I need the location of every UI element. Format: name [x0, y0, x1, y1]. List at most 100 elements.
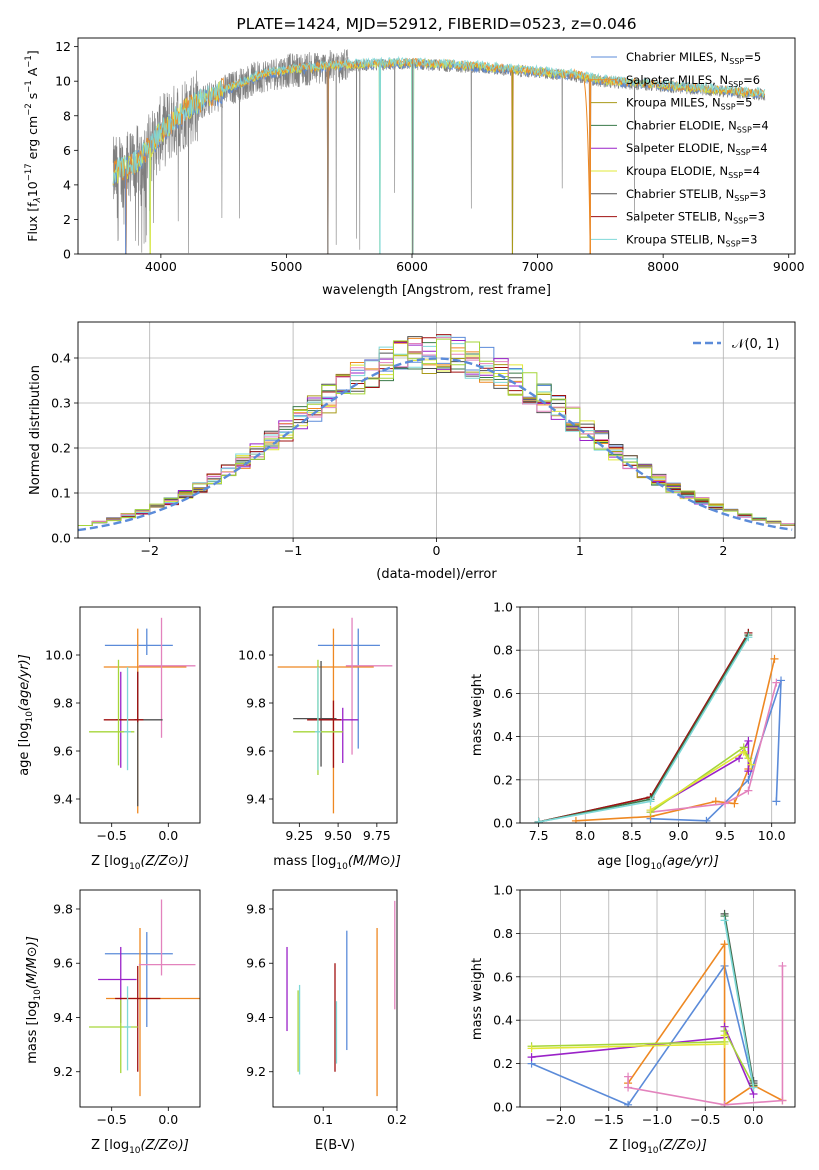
axes-frame	[79, 606, 201, 824]
model-cutoff-line	[582, 75, 591, 254]
errorbar-point	[293, 661, 337, 767]
x-tick-label: −0.5	[97, 1112, 127, 1127]
data-point-marker	[720, 916, 729, 925]
x-tick-label: −0.5	[690, 1112, 720, 1127]
series-line	[720, 916, 758, 1092]
errorbar-point	[103, 671, 144, 723]
series-path	[531, 964, 755, 1106]
series-line	[527, 1031, 729, 1053]
y-tick-label: 0.2	[493, 772, 513, 787]
legend-entry: Kroupa ELODIE, NSSP=4	[626, 164, 760, 180]
errorbar-point	[124, 986, 131, 1071]
y-tick-label: 0.8	[493, 926, 513, 941]
series-line	[646, 747, 756, 815]
x-tick-label: 0.2	[387, 1112, 407, 1127]
x-tick-label: 8.5	[622, 828, 642, 843]
y-tick-label: 9.4	[246, 792, 266, 807]
legend-entry: Salpeter ELODIE, NSSP=4	[626, 141, 768, 157]
series-line	[527, 1027, 758, 1090]
data-point-marker	[777, 676, 786, 685]
y-axis-label: Normed distribution	[28, 365, 43, 495]
y-tick-label: 2	[63, 212, 71, 227]
x-tick-label: 0.1	[313, 1112, 333, 1127]
data-point-marker	[744, 767, 753, 776]
y-tick-label: 10.0	[45, 648, 73, 663]
x-tick-label: 0.0	[744, 1112, 764, 1127]
normal-curve-line	[78, 357, 793, 532]
x-tick-label: −1.0	[642, 1112, 672, 1127]
axes-frame	[272, 889, 398, 1108]
x-tick-label: 6000	[396, 259, 428, 274]
y-tick-label: 9.6	[246, 744, 266, 759]
x-tick-label: 9.5	[715, 828, 735, 843]
y-tick-label: 10	[55, 74, 71, 89]
y-axis-label: mass weight	[470, 958, 485, 1040]
legend: Chabrier MILES, NSSP=5 Salpeter MILES, NS…	[591, 50, 769, 248]
axes-frame	[272, 606, 398, 824]
errorbar-point	[103, 628, 187, 814]
data-point-marker	[721, 799, 730, 808]
legend-entry: 𝒩(0, 1)	[732, 337, 779, 352]
x-tick-label: 9.50	[324, 828, 352, 843]
y-tick-label: 9.2	[246, 1064, 266, 1079]
y-tick-label: 1.0	[493, 883, 513, 898]
y-tick-label: 9.8	[246, 696, 266, 711]
series-line	[534, 628, 753, 823]
series-line	[527, 1022, 758, 1098]
y-tick-label: 9.6	[53, 956, 73, 971]
y-tick-label: 8	[63, 108, 71, 123]
data-point-marker	[770, 654, 779, 663]
x-tick-label: 4000	[145, 259, 177, 274]
axes-residuals: −2 −1 0 1 2 0.0 0.1 0.2 0.3 0.4	[51, 321, 796, 558]
plot-area	[89, 899, 200, 1097]
y-tick-label: 9.2	[53, 1064, 73, 1079]
x-tick-label: 0	[433, 543, 441, 558]
histogram-step-line	[78, 350, 795, 527]
x-tick-label: −1	[284, 543, 302, 558]
chart-title: PLATE=1424, MJD=52912, FIBERID=0523, z=0…	[236, 15, 636, 33]
data-point-marker	[720, 1031, 729, 1040]
y-tick-label: 0.0	[51, 531, 71, 546]
y-tick-label: 9.6	[53, 744, 73, 759]
y-tick-label: 0.8	[493, 643, 513, 658]
y-tick-label: 1.0	[493, 600, 513, 615]
x-tick-label: 5000	[271, 259, 303, 274]
data-point-marker	[646, 797, 655, 806]
axes-frame	[519, 606, 796, 824]
axes-mass_weight_vs_Z: −2.0 −1.5 −1.0 −0.5 0.0 0.0 0.2 0.4 0.6 0.8 1.0	[493, 883, 796, 1127]
axes-frame	[519, 889, 796, 1108]
data-point-marker	[646, 806, 655, 815]
errorbar-point	[277, 628, 374, 814]
series-line	[534, 631, 753, 823]
errorbar-point	[345, 617, 393, 755]
axes-mass_vs_EBV: 0.1 0.2 9.2 9.4 9.6 9.8	[246, 889, 407, 1127]
data-point-marker	[624, 1083, 633, 1092]
errorbar-point	[104, 628, 173, 655]
y-tick-label: 0.4	[51, 351, 71, 366]
data-point-marker	[527, 1044, 536, 1053]
errorbar-point	[89, 999, 138, 1074]
axes-mass_weight_vs_age: 7.5 8.0 8.5 9.0 9.5 10.0 0.0 0.2 0.4 0.6 0.8 1.0	[493, 600, 796, 843]
x-axis-label: wavelength [Angstrom, rest frame]	[322, 283, 551, 298]
x-tick-label: 8.0	[575, 828, 595, 843]
legend-entry: Chabrier STELIB, NSSP=3	[626, 187, 766, 203]
x-axis-label: Z [log10(Z/Z⊙)]	[609, 1138, 707, 1156]
x-tick-label: −0.5	[97, 828, 127, 843]
x-tick-label: 9.75	[363, 828, 391, 843]
plot-area	[277, 617, 393, 814]
x-tick-label: 8000	[647, 259, 679, 274]
data-point-marker	[624, 1100, 633, 1107]
legend-entry: Salpeter STELIB, NSSP=3	[626, 210, 765, 226]
x-tick-label: 2	[719, 543, 727, 558]
x-tick-label: 0.0	[158, 1112, 178, 1127]
series-path	[650, 682, 778, 813]
x-tick-label: 1	[576, 543, 584, 558]
y-tick-label: 0.1	[51, 486, 71, 501]
x-axis-label: E(B-V)	[315, 1138, 355, 1153]
y-tick-label: 0.3	[51, 396, 71, 411]
series-line	[646, 678, 781, 817]
y-tick-label: 0.2	[51, 441, 71, 456]
axes-age_vs_Z: −0.5 0.0 9.4 9.6 9.8 10.0	[45, 606, 201, 843]
y-tick-label: 0	[63, 247, 71, 262]
